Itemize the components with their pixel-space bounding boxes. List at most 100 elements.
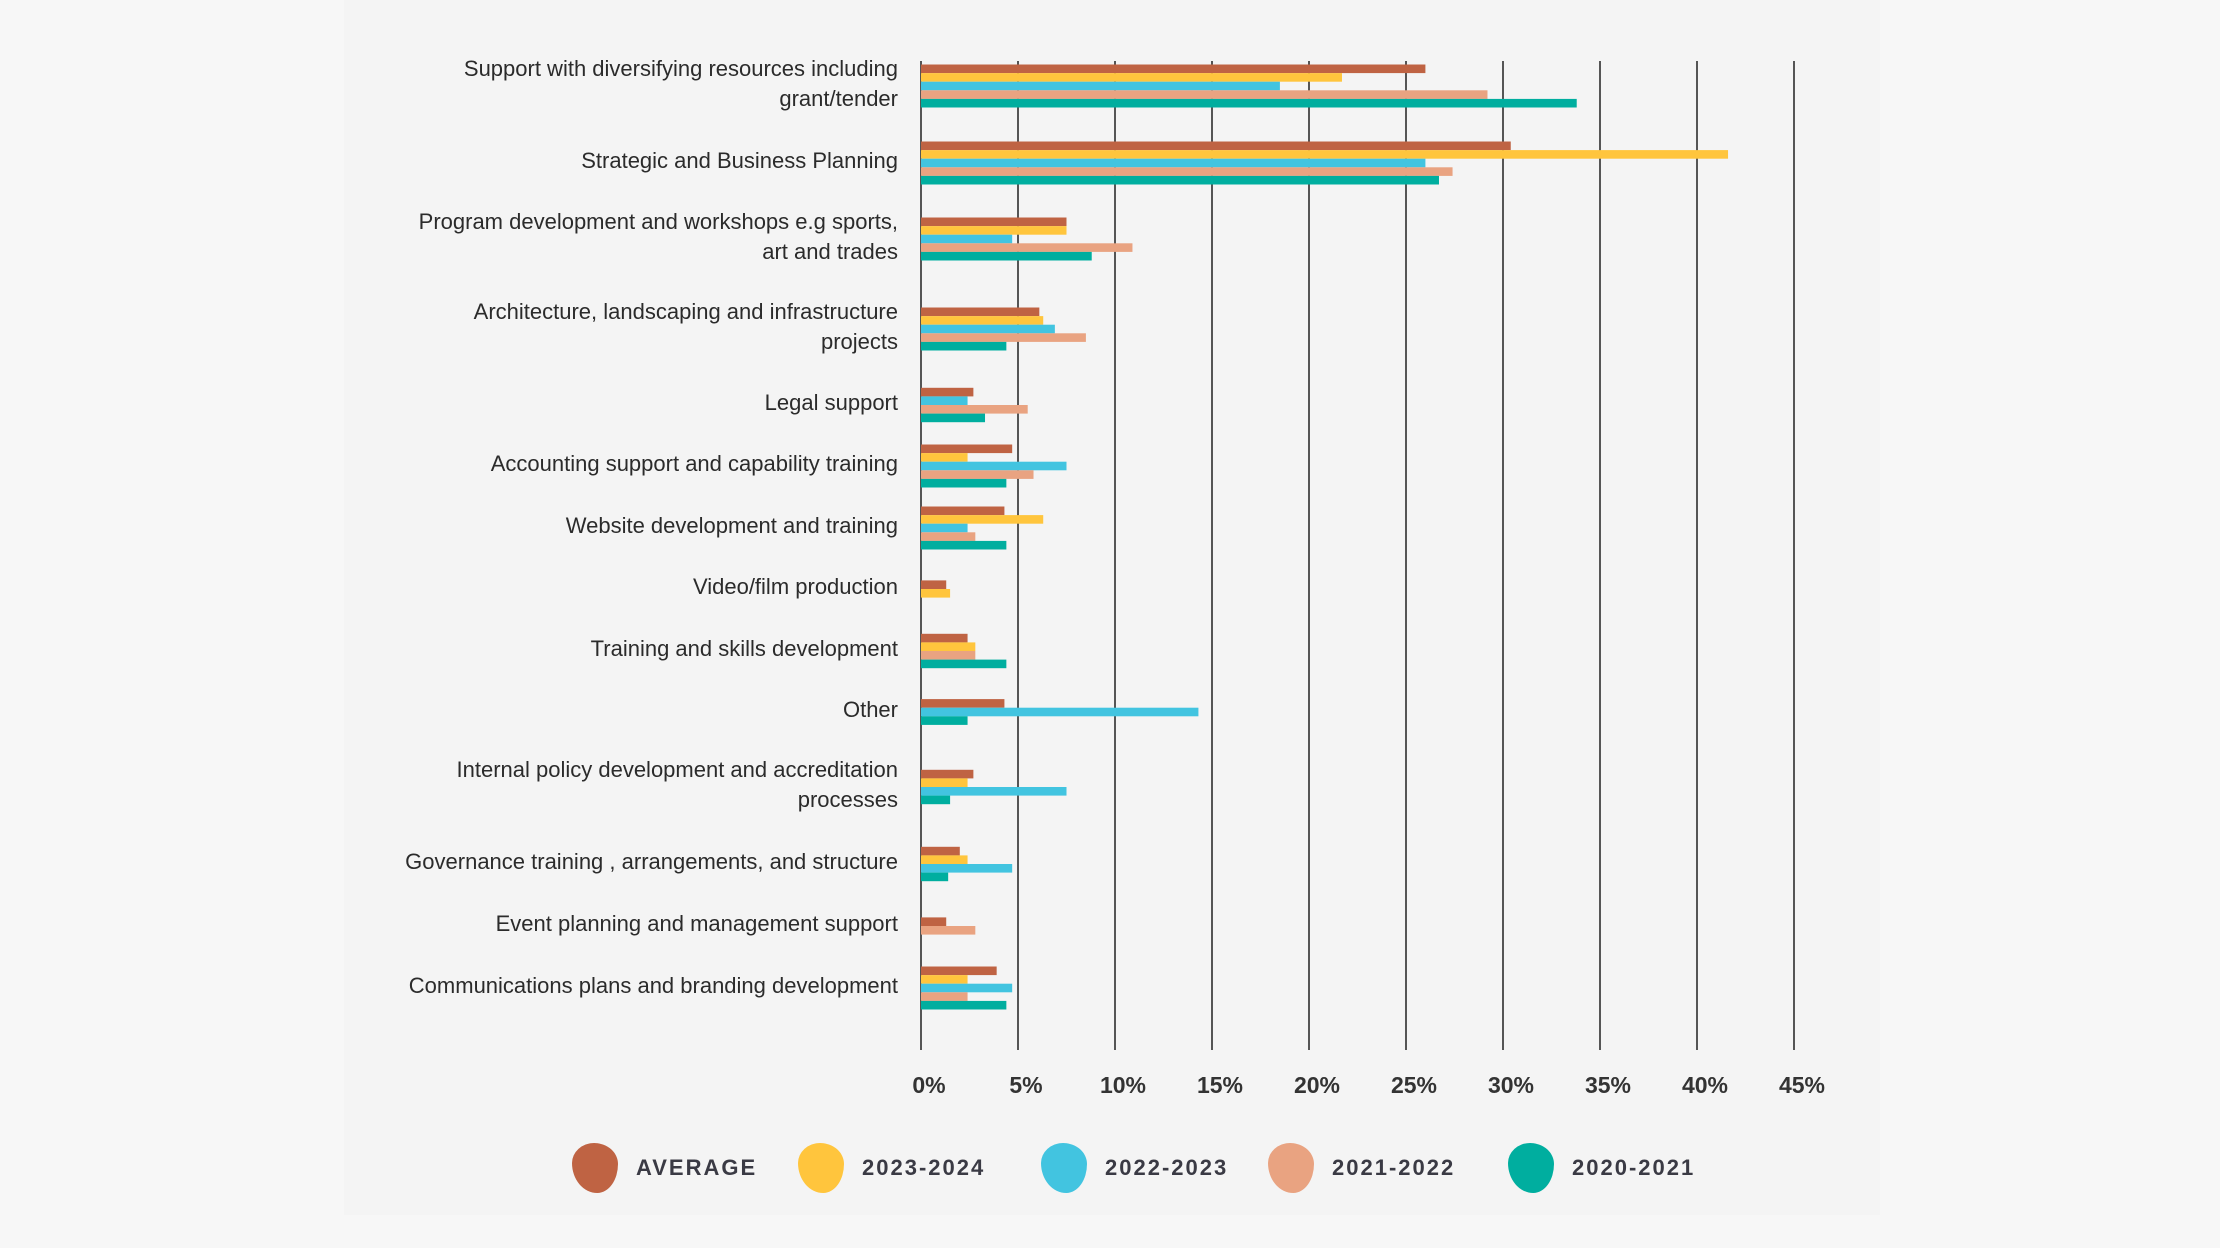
x-tick-label: 35%	[1585, 1072, 1631, 1098]
bar-average	[921, 633, 968, 643]
x-tick-label: 45%	[1779, 1072, 1825, 1098]
bar-2023-2024	[921, 453, 968, 462]
bar-average	[921, 444, 1013, 454]
x-tick-label: 30%	[1488, 1072, 1534, 1098]
bar-2022-2023	[921, 707, 1199, 717]
category-label: Event planning and management support	[298, 909, 898, 939]
bar-2023-2024	[921, 975, 968, 984]
category-label-line: Video/film production	[692, 574, 898, 599]
category-label: Website development and training	[298, 511, 898, 541]
bar-2023-2024	[921, 226, 1067, 235]
legend-item: AVERAGE	[572, 1143, 757, 1193]
legend-item: 2021-2022	[1268, 1143, 1455, 1193]
bar-2023-2024	[921, 150, 1729, 159]
bar-2021-2022	[921, 992, 968, 1001]
category-label-line: Accounting support and capability traini…	[490, 451, 898, 476]
category-label-line: Architecture, landscaping and infrastruc…	[473, 299, 898, 324]
bar-average	[921, 506, 1005, 516]
chart-panel	[344, 0, 1880, 1215]
bar-2021-2022	[921, 243, 1133, 252]
legend-label: 2020-2021	[1572, 1155, 1696, 1180]
bar-average	[921, 917, 947, 926]
bar-2020-2021	[921, 540, 1007, 550]
category-label-line: Strategic and Business Planning	[581, 148, 898, 173]
bar-average	[921, 699, 1005, 708]
bar-average	[921, 769, 974, 779]
bar-2020-2021	[921, 659, 1007, 669]
legend-label: 2022-2023	[1105, 1155, 1229, 1180]
bar-2020-2021	[921, 716, 968, 725]
bar-2020-2021	[921, 478, 1007, 488]
bar-2023-2024	[921, 73, 1342, 82]
category-label-line: art and trades	[762, 239, 898, 264]
bar-2021-2022	[921, 167, 1453, 176]
bar-average	[921, 580, 947, 589]
bar-2021-2022	[921, 651, 976, 660]
bar-2020-2021	[921, 872, 949, 882]
legend-item: 2023-2024	[798, 1143, 985, 1193]
bar-2020-2021	[921, 795, 951, 805]
bar-2020-2021	[921, 1000, 1007, 1010]
bar-2023-2024	[921, 589, 951, 598]
legend-swatch	[798, 1143, 844, 1193]
category-label: Communications plans and branding develo…	[298, 971, 898, 1001]
legend-swatch	[1508, 1143, 1554, 1193]
bar-2023-2024	[921, 642, 976, 651]
bar-2020-2021	[921, 98, 1577, 108]
bar-2022-2023	[921, 787, 1067, 796]
legend-label: 2021-2022	[1332, 1155, 1456, 1180]
bar-average	[921, 387, 974, 397]
bar-2023-2024	[921, 778, 968, 787]
bar-2021-2022	[921, 532, 976, 541]
category-label-line: Legal support	[764, 390, 898, 415]
legend-swatch	[1268, 1143, 1314, 1193]
x-tick-label: 40%	[1682, 1072, 1728, 1098]
category-label-line: Support with diversifying resources incl…	[463, 56, 898, 81]
category-label-line: Training and skills development	[590, 636, 898, 661]
bar-2022-2023	[921, 158, 1426, 168]
bar-2022-2023	[921, 523, 968, 533]
bar-2023-2024	[921, 855, 968, 864]
bar-average	[921, 141, 1511, 151]
category-label: Program development and workshops e.g sp…	[298, 207, 898, 267]
legend-label: 2023-2024	[862, 1155, 986, 1180]
legend-label: AVERAGE	[636, 1155, 758, 1180]
x-tick-label: 10%	[1100, 1072, 1146, 1098]
category-label-line: Internal policy development and accredit…	[456, 757, 899, 782]
category-label-line: Event planning and management support	[495, 911, 898, 936]
bar-2021-2022	[921, 333, 1086, 342]
bar-2022-2023	[921, 234, 1013, 244]
category-label-line: Communications plans and branding develo…	[408, 973, 898, 998]
category-label: Governance training , arrangements, and …	[298, 847, 898, 877]
category-label: Video/film production	[298, 572, 898, 602]
bar-2020-2021	[921, 341, 1007, 351]
category-label-line: Website development and training	[565, 513, 898, 538]
bar-2022-2023	[921, 864, 1013, 873]
category-label-line: Program development and workshops e.g sp…	[418, 209, 898, 234]
category-label-line: grant/tender	[779, 86, 898, 111]
bar-average	[921, 64, 1426, 74]
legend-item: 2022-2023	[1041, 1143, 1228, 1193]
x-tick-label: 5%	[1009, 1072, 1042, 1098]
bar-2021-2022	[921, 90, 1488, 99]
legend-swatch	[1041, 1143, 1087, 1193]
bar-2023-2024	[921, 316, 1044, 325]
bar-2020-2021	[921, 251, 1092, 261]
bar-2021-2022	[921, 405, 1028, 414]
bar-2020-2021	[921, 175, 1439, 185]
bar-2022-2023	[921, 396, 968, 405]
x-tick-label: 25%	[1391, 1072, 1437, 1098]
x-tick-label: 0%	[912, 1072, 945, 1098]
bar-2021-2022	[921, 926, 976, 935]
x-tick-label: 15%	[1197, 1072, 1243, 1098]
bar-2020-2021	[921, 413, 986, 423]
category-label-line: Other	[842, 697, 898, 722]
x-tick-label: 20%	[1294, 1072, 1340, 1098]
bar-2022-2023	[921, 461, 1067, 471]
bar-average	[921, 307, 1040, 317]
bar-2021-2022	[921, 470, 1034, 479]
category-label: Legal support	[298, 388, 898, 418]
bar-average	[921, 966, 997, 976]
category-label: Support with diversifying resources incl…	[298, 54, 898, 114]
